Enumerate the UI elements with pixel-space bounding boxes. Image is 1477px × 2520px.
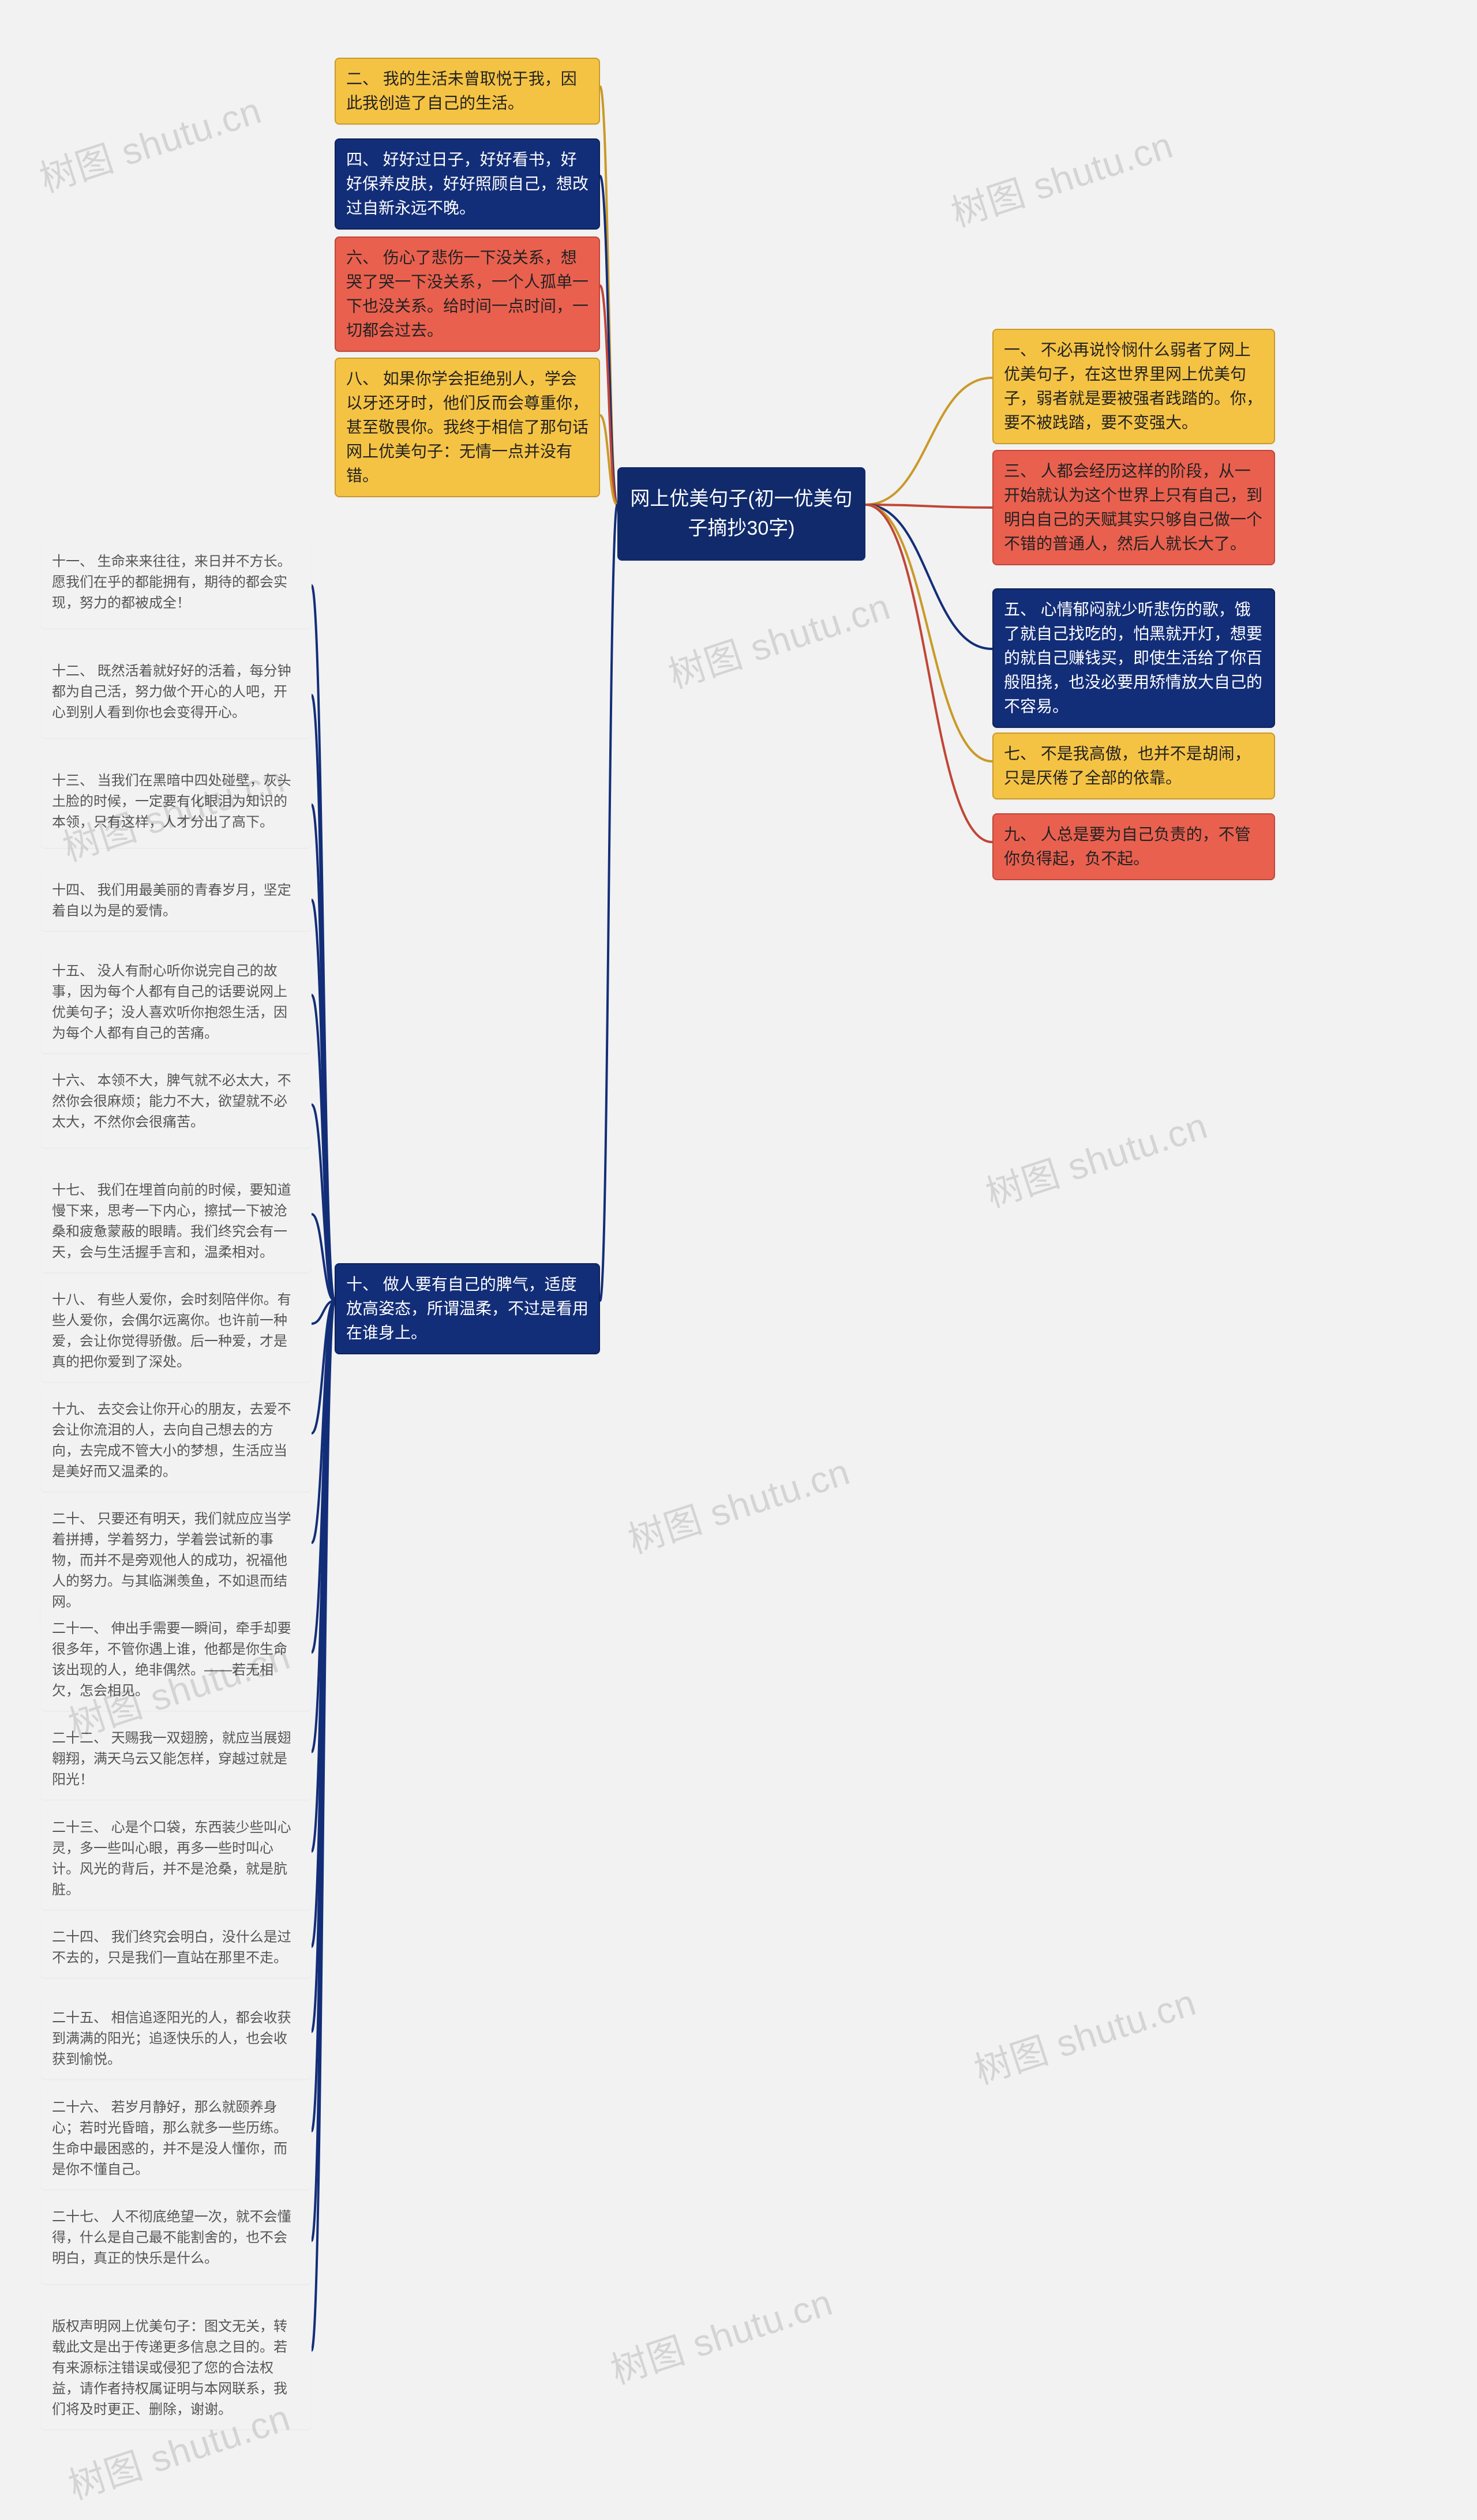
mindmap-node[interactable]: 十八、 有些人爱你，会时刻陪伴你。有些人爱你，会偶尔远离你。也许前一种爱，会让你…	[40, 1280, 312, 1382]
mindmap-node[interactable]: 五、 心情郁闷就少听悲伤的歌，饿了就自己找吃的，怕黑就开灯，想要的就自己赚钱买，…	[992, 588, 1275, 728]
watermark: 树图 shutu.cn	[603, 2273, 839, 2395]
mindmap-node[interactable]: 二十、 只要还有明天，我们就应应当学着拼搏，学着努力，学着尝试新的事物，而并不是…	[40, 1500, 312, 1622]
mindmap-node[interactable]: 二、 我的生活未曾取悦于我，因此我创造了自己的生活。	[335, 58, 600, 125]
watermark: 树图 shutu.cn	[621, 1443, 856, 1564]
mindmap-node[interactable]: 十六、 本领不大，脾气就不必太大，不然你会很麻烦；能力不大，欲望就不必太大，不然…	[40, 1061, 312, 1148]
mindmap-node[interactable]: 十、 做人要有自己的脾气，适度放高姿态，所谓温柔，不过是看用在谁身上。	[335, 1263, 600, 1354]
mindmap-node[interactable]: 六、 伤心了悲伤一下没关系，想哭了哭一下没关系，一个人孤单一下也没关系。给时间一…	[335, 236, 600, 352]
mindmap-node[interactable]: 二十四、 我们终究会明白，没什么是过不去的，只是我们一直站在那里不走。	[40, 1918, 312, 1978]
mindmap-node[interactable]: 版权声明网上优美句子：图文无关，转载此文是出于传递更多信息之目的。若有来源标注错…	[40, 2307, 312, 2429]
watermark: 树图 shutu.cn	[32, 81, 268, 203]
mindmap-node[interactable]: 十九、 去交会让你开心的朋友，去爱不会让你流泪的人，去向自己想去的方向，去完成不…	[40, 1390, 312, 1492]
mindmap-node[interactable]: 十七、 我们在埋首向前的时候，要知道慢下来，思考一下内心，擦拭一下被沧桑和疲惫蒙…	[40, 1171, 312, 1272]
mindmap-node[interactable]: 十四、 我们用最美丽的青春岁月，坚定着自以为是的爱情。	[40, 871, 312, 931]
mindmap-node[interactable]: 二十七、 人不彻底绝望一次，就不会懂得，什么是自己最不能割舍的，也不会明白，真正…	[40, 2198, 312, 2284]
watermark: 树图 shutu.cn	[967, 1973, 1202, 2095]
mindmap-node[interactable]: 十一、 生命来来往往，来日并不方长。愿我们在乎的都能拥有，期待的都会实现，努力的…	[40, 542, 312, 629]
watermark: 树图 shutu.cn	[944, 116, 1179, 238]
mindmap-node[interactable]: 十二、 既然活着就好好的活着，每分钟都为自己活，努力做个开心的人吧，开心到别人看…	[40, 652, 312, 738]
mindmap-node[interactable]: 四、 好好过日子，好好看书，好好保养皮肤，好好照顾自己，想改过自新永远不晚。	[335, 138, 600, 230]
mindmap-node[interactable]: 二十五、 相信追逐阳光的人，都会收获到满满的阳光；追逐快乐的人，也会收获到愉悦。	[40, 1999, 312, 2079]
mindmap-node[interactable]: 十三、 当我们在黑暗中四处碰壁，灰头土脸的时候，一定要有化眼泪为知识的本领，只有…	[40, 761, 312, 848]
mindmap-node[interactable]: 二十一、 伸出手需要一瞬间，牵手却要很多年，不管你遇上谁，他都是你生命该出现的人…	[40, 1609, 312, 1711]
watermark: 树图 shutu.cn	[979, 1096, 1214, 1218]
mindmap-node[interactable]: 七、 不是我高傲，也并不是胡闹，只是厌倦了全部的依靠。	[992, 733, 1275, 799]
mindmap-node[interactable]: 一、 不必再说怜悯什么弱者了网上优美句子，在这世界里网上优美句子，弱者就是要被强…	[992, 329, 1275, 444]
mindmap-node[interactable]: 三、 人都会经历这样的阶段，从一开始就认为这个世界上只有自己，到明白自己的天赋其…	[992, 450, 1275, 565]
watermark: 树图 shutu.cn	[661, 577, 897, 699]
mindmap-node[interactable]: 二十二、 天赐我一双翅膀，就应当展翅翱翔，满天乌云又能怎样，穿越过就是阳光！	[40, 1719, 312, 1800]
mindmap-canvas: 网上优美句子(初一优美句子摘抄30字) 二、 我的生活未曾取悦于我，因此我创造了自…	[0, 0, 1477, 2520]
mindmap-node[interactable]: 八、 如果你学会拒绝别人，学会以牙还牙时，他们反而会尊重你，甚至敬畏你。我终于相…	[335, 358, 600, 497]
mindmap-node[interactable]: 二十三、 心是个口袋，东西装少些叫心灵，多一些叫心眼，再多一些时叫心计。风光的背…	[40, 1808, 312, 1910]
mindmap-node[interactable]: 九、 人总是要为自己负责的，不管你负得起，负不起。	[992, 813, 1275, 880]
mindmap-node[interactable]: 网上优美句子(初一优美句子摘抄30字)	[617, 467, 865, 561]
mindmap-node[interactable]: 十五、 没人有耐心听你说完自己的故事，因为每个人都有自己的话要说网上优美句子；没…	[40, 952, 312, 1053]
mindmap-node[interactable]: 二十六、 若岁月静好，那么就颐养身心；若时光昏暗，那么就多一些历练。生命中最困惑…	[40, 2088, 312, 2189]
